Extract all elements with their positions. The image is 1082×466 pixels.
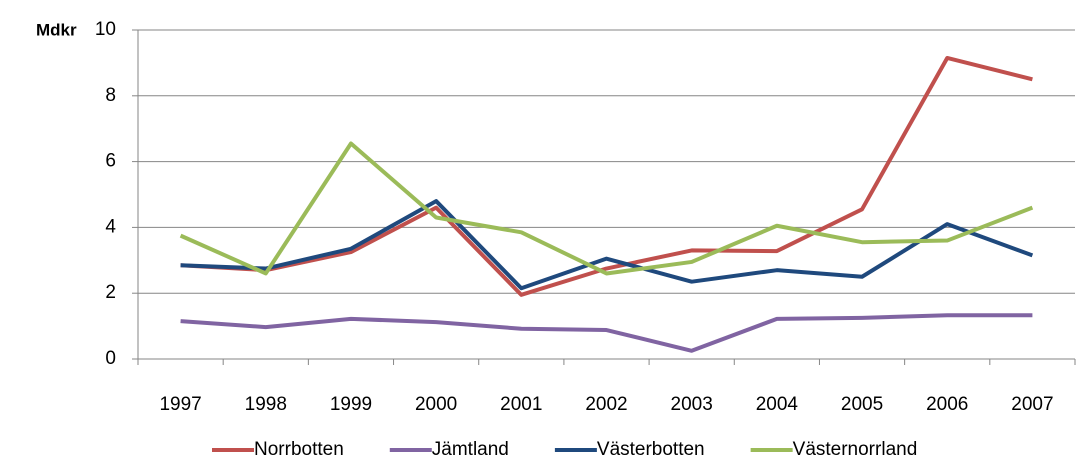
legend-label: Västernorrland [793, 439, 918, 460]
series-line [179, 141, 1034, 276]
y-tick-label: 0 [105, 348, 116, 369]
legend-label: Norrbotten [254, 439, 344, 460]
series-line [180, 313, 1033, 353]
x-tick-label: 2001 [500, 394, 542, 415]
series-line [180, 55, 1033, 297]
y-tick-label: 6 [105, 151, 116, 172]
y-tick-label: 2 [105, 282, 116, 303]
x-tick-label: 2005 [841, 394, 883, 415]
x-tick-label: 2003 [671, 394, 713, 415]
x-tick-label: 1998 [245, 394, 287, 415]
x-tick-label: 2006 [926, 394, 968, 415]
x-tick-label: 2007 [1011, 394, 1053, 415]
legend-label: Jämtland [432, 439, 509, 460]
y-tick-label: 4 [105, 216, 116, 237]
legend-label: Västerbotten [597, 439, 705, 460]
x-tick-label: 2000 [415, 394, 457, 415]
y-axis-title: Mdkr [36, 20, 77, 39]
x-tick-label: 1997 [159, 394, 201, 415]
y-tick-label: 8 [105, 85, 116, 106]
series-line [180, 199, 1034, 291]
y-tick-label: 10 [95, 19, 116, 40]
x-tick-label: 2002 [585, 394, 627, 415]
x-tick-label: 1999 [330, 394, 372, 415]
x-tick-label: 2004 [756, 394, 799, 415]
